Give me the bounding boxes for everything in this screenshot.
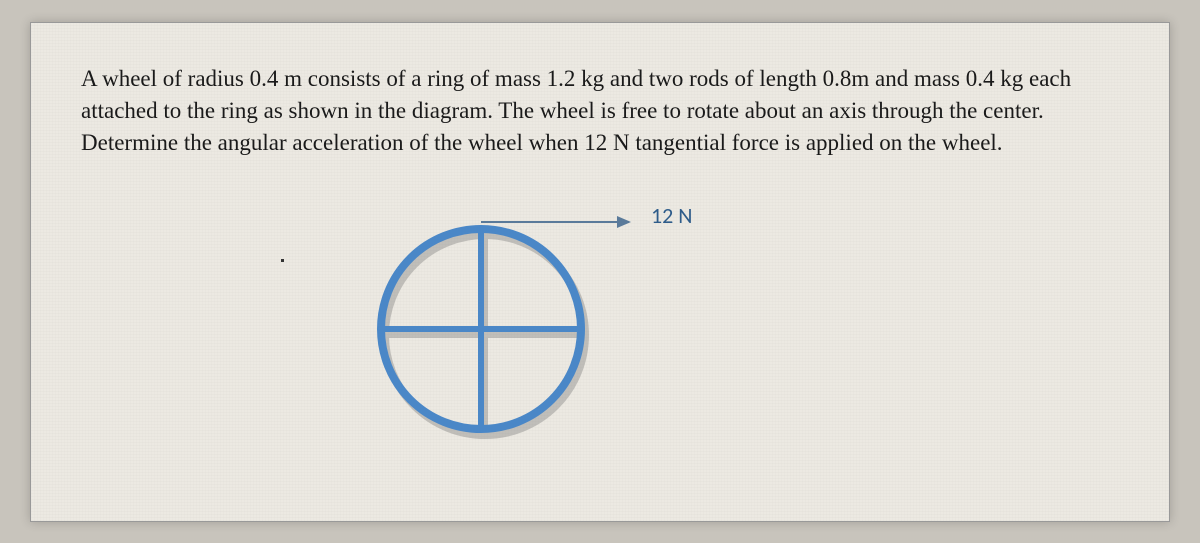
stray-mark <box>281 259 284 262</box>
problem-statement: A wheel of radius 0.4 m consists of a ri… <box>81 63 1111 160</box>
wheel-diagram <box>361 199 661 459</box>
diagram-container: 12 N <box>81 184 1119 464</box>
document-page: A wheel of radius 0.4 m consists of a ri… <box>30 22 1170 522</box>
force-label: 12 N <box>651 202 692 229</box>
